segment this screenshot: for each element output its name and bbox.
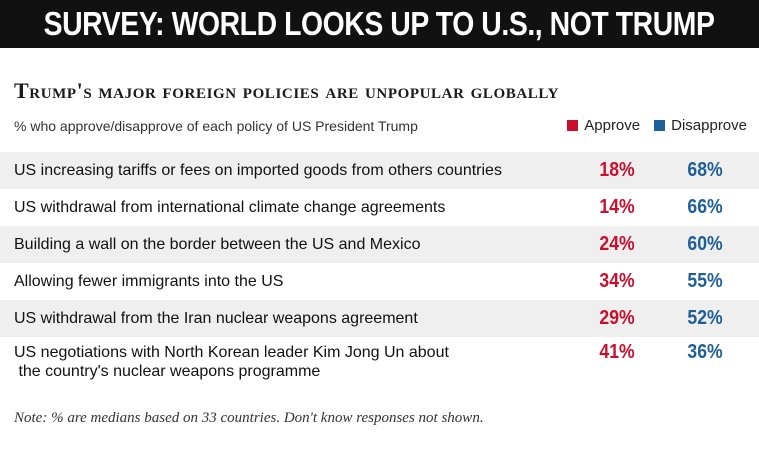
chart-subtitle: % who approve/disapprove of each policy … bbox=[14, 118, 418, 134]
headline-banner: SURVEY: WORLD LOOKS UP TO U.S., NOT TRUM… bbox=[0, 0, 759, 48]
disapprove-value: 55% bbox=[687, 270, 723, 292]
approve-value: 34% bbox=[599, 270, 635, 292]
disapprove-value: 68% bbox=[687, 159, 723, 181]
headline-text: SURVEY: WORLD LOOKS UP TO U.S., NOT TRUM… bbox=[44, 5, 715, 42]
policy-label: Allowing fewer immigrants into the US bbox=[14, 273, 284, 290]
footnote: Note: % are medians based on 33 countrie… bbox=[14, 410, 484, 426]
legend: Approve Disapprove bbox=[553, 117, 747, 134]
policy-label: Building a wall on the border between th… bbox=[14, 236, 421, 253]
legend-label-disapprove: Disapprove bbox=[671, 117, 747, 134]
approve-value: 41% bbox=[599, 341, 635, 363]
policy-label-line-2: the country's nuclear weapons programme bbox=[14, 363, 321, 380]
table-row: US withdrawal from the Iran nuclear weap… bbox=[0, 300, 759, 337]
disapprove-swatch bbox=[654, 120, 666, 131]
disapprove-value: 52% bbox=[687, 307, 723, 329]
legend-label-approve: Approve bbox=[584, 117, 641, 134]
approve-value: 24% bbox=[599, 233, 635, 255]
policy-table: US increasing tariffs or fees on importe… bbox=[0, 152, 759, 389]
legend-item-disapprove: Disapprove bbox=[654, 117, 747, 134]
disapprove-value: 60% bbox=[687, 233, 723, 255]
policy-label: US withdrawal from the Iran nuclear weap… bbox=[14, 310, 418, 327]
approve-value: 18% bbox=[599, 159, 635, 181]
disapprove-value: 36% bbox=[687, 341, 723, 363]
chart-title: Trump's major foreign policies are unpop… bbox=[14, 78, 560, 103]
table-row: Allowing fewer immigrants into the US 34… bbox=[0, 263, 759, 300]
policy-label: US negotiations with North Korean leader… bbox=[14, 343, 574, 381]
approve-swatch bbox=[567, 120, 579, 131]
policy-label-line-1: US negotiations with North Korean leader… bbox=[14, 344, 449, 361]
policy-label: US withdrawal from international climate… bbox=[14, 199, 446, 216]
disapprove-value: 66% bbox=[687, 196, 723, 218]
table-row: US increasing tariffs or fees on importe… bbox=[0, 152, 759, 189]
policy-label: US increasing tariffs or fees on importe… bbox=[14, 162, 502, 179]
table-row: US withdrawal from international climate… bbox=[0, 189, 759, 226]
table-row: Building a wall on the border between th… bbox=[0, 226, 759, 263]
table-row: US negotiations with North Korean leader… bbox=[0, 337, 759, 389]
legend-item-approve: Approve bbox=[567, 117, 640, 134]
approve-value: 14% bbox=[599, 196, 635, 218]
approve-value: 29% bbox=[599, 307, 635, 329]
